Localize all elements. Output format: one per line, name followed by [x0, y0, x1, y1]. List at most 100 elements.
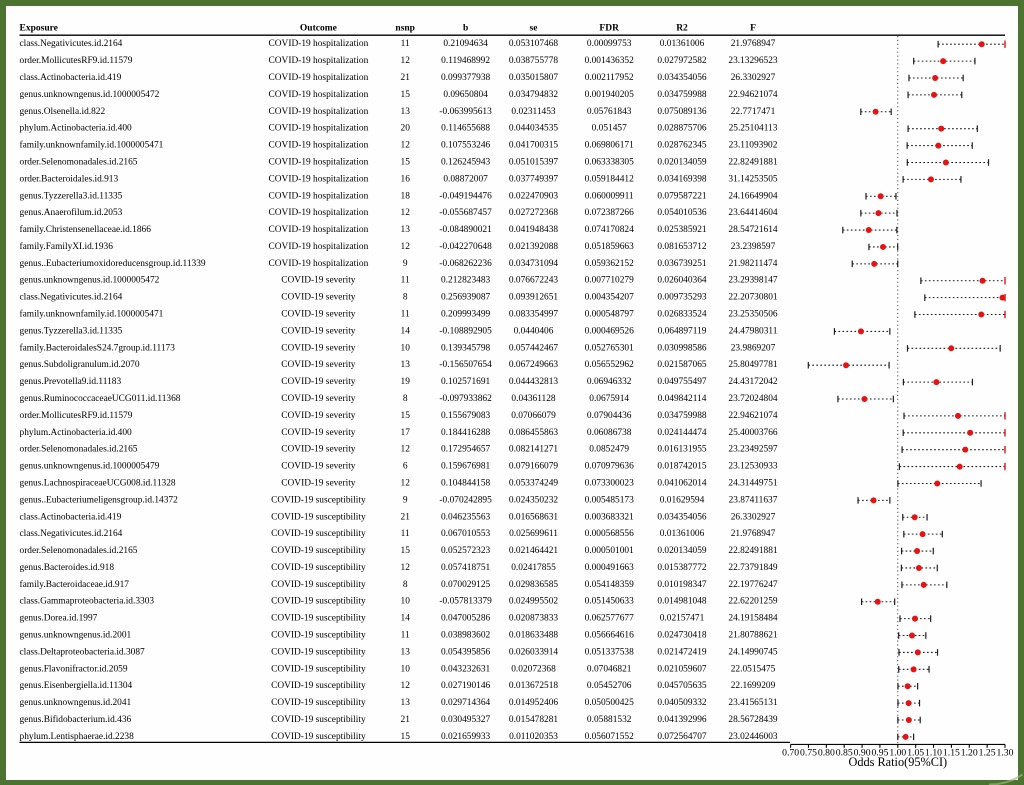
svg-text:22.73791849: 22.73791849 — [728, 563, 778, 573]
svg-text:COVID-19 hospitalization: COVID-19 hospitalization — [269, 174, 369, 184]
svg-text:0.01629594: 0.01629594 — [660, 495, 705, 505]
svg-text:0.059184412: 0.059184412 — [585, 174, 635, 184]
svg-text:0.051015397: 0.051015397 — [509, 157, 559, 167]
svg-text:0.036739251: 0.036739251 — [657, 259, 707, 269]
svg-text:0.172954657: 0.172954657 — [441, 445, 491, 455]
svg-text:0.064897119: 0.064897119 — [658, 326, 707, 336]
svg-text:phylum.Lentisphaerae.id.2238: phylum.Lentisphaerae.id.2238 — [20, 732, 135, 742]
svg-text:9: 9 — [403, 495, 408, 505]
svg-text:1.15: 1.15 — [943, 747, 960, 758]
svg-text:12: 12 — [401, 681, 411, 691]
svg-text:Odds Ratio(95%CI): Odds Ratio(95%CI) — [848, 755, 947, 769]
svg-text:0.056664616: 0.056664616 — [585, 631, 635, 641]
svg-text:28.56728439: 28.56728439 — [728, 715, 778, 725]
svg-text:COVID-19 susceptibility: COVID-19 susceptibility — [271, 631, 366, 641]
svg-text:0.026833524: 0.026833524 — [657, 310, 707, 320]
svg-text:0.016131955: 0.016131955 — [657, 445, 707, 455]
svg-text:0.119468992: 0.119468992 — [441, 56, 490, 66]
svg-text:0.037749397: 0.037749397 — [509, 174, 559, 184]
svg-text:1.05: 1.05 — [907, 747, 924, 758]
svg-text:0.076672243: 0.076672243 — [509, 276, 559, 286]
svg-text:0.209993499: 0.209993499 — [441, 310, 491, 320]
svg-text:0.030998586: 0.030998586 — [657, 343, 707, 353]
svg-text:0.107553246: 0.107553246 — [441, 141, 491, 151]
svg-text:22.19776247: 22.19776247 — [728, 580, 778, 590]
svg-text:0.079587221: 0.079587221 — [657, 191, 707, 201]
svg-text:0.070029125: 0.070029125 — [441, 580, 491, 590]
svg-text:21.98211474: 21.98211474 — [729, 259, 778, 269]
svg-text:23.11093902: 23.11093902 — [729, 141, 778, 151]
svg-text:0.041392996: 0.041392996 — [657, 715, 707, 725]
svg-text:0.000491663: 0.000491663 — [585, 563, 635, 573]
svg-text:COVID-19 severity: COVID-19 severity — [281, 310, 356, 320]
svg-text:0.028762345: 0.028762345 — [657, 141, 707, 151]
svg-text:8: 8 — [403, 394, 408, 404]
svg-text:COVID-19 susceptibility: COVID-19 susceptibility — [271, 664, 366, 674]
svg-text:0.034169398: 0.034169398 — [657, 174, 707, 184]
svg-text:0.01361006: 0.01361006 — [660, 39, 705, 49]
svg-text:0.029836585: 0.029836585 — [509, 580, 559, 590]
svg-text:25.40003766: 25.40003766 — [728, 428, 778, 438]
svg-text:13: 13 — [401, 698, 411, 708]
svg-text:COVID-19 susceptibility: COVID-19 susceptibility — [271, 681, 366, 691]
svg-text:COVID-19 severity: COVID-19 severity — [281, 394, 356, 404]
svg-text:0.051450633: 0.051450633 — [585, 597, 635, 607]
svg-text:12: 12 — [401, 208, 411, 218]
svg-text:11: 11 — [401, 39, 410, 49]
svg-text:genus.Flavonifractor.id.2059: genus.Flavonifractor.id.2059 — [20, 663, 128, 674]
svg-text:0.030495327: 0.030495327 — [441, 715, 491, 725]
svg-text:13: 13 — [401, 107, 411, 117]
svg-text:0.002117952: 0.002117952 — [585, 73, 634, 83]
svg-text:COVID-19 hospitalization: COVID-19 hospitalization — [269, 56, 369, 66]
svg-text:1.10: 1.10 — [925, 747, 942, 758]
svg-text:11: 11 — [401, 631, 410, 641]
svg-text:0.70: 0.70 — [782, 747, 799, 758]
svg-text:0.083354997: 0.083354997 — [509, 310, 559, 320]
svg-text:23.64414604: 23.64414604 — [728, 208, 778, 218]
svg-text:0.005485173: 0.005485173 — [585, 495, 635, 505]
svg-text:0.073300023: 0.073300023 — [585, 478, 635, 488]
svg-text:0.041948438: 0.041948438 — [509, 225, 559, 235]
svg-text:0.051457: 0.051457 — [592, 124, 627, 134]
svg-text:0.001940205: 0.001940205 — [585, 90, 635, 100]
svg-text:24.47980311: 24.47980311 — [729, 326, 778, 336]
svg-text:13: 13 — [401, 225, 411, 235]
svg-text:0.079166079: 0.079166079 — [509, 462, 559, 472]
svg-text:COVID-19 hospitalization: COVID-19 hospitalization — [269, 90, 369, 100]
svg-text:0.026033914: 0.026033914 — [509, 647, 559, 657]
svg-text:COVID-19 severity: COVID-19 severity — [281, 326, 356, 336]
svg-text:genus.unknowngenus.id.10000054: genus.unknowngenus.id.1000005479 — [20, 462, 160, 472]
svg-text:24.43172042: 24.43172042 — [728, 377, 778, 387]
svg-text:0.041062014: 0.041062014 — [657, 478, 707, 488]
svg-text:COVID-19 susceptibility: COVID-19 susceptibility — [271, 495, 366, 505]
svg-text:genus.Anaerofilum.id.2053: genus.Anaerofilum.id.2053 — [20, 207, 123, 218]
svg-text:COVID-19 severity: COVID-19 severity — [281, 276, 356, 286]
svg-text:0.126245943: 0.126245943 — [441, 157, 491, 167]
svg-text:0.050500425: 0.050500425 — [585, 698, 635, 708]
svg-text:COVID-19 hospitalization: COVID-19 hospitalization — [269, 39, 369, 49]
svg-text:order.Selenomonadales.id.2165: order.Selenomonadales.id.2165 — [20, 157, 138, 167]
svg-text:0.013672518: 0.013672518 — [509, 681, 559, 691]
svg-text:0.024730418: 0.024730418 — [657, 631, 707, 641]
svg-text:0.072564707: 0.072564707 — [657, 732, 707, 742]
svg-text:0.000501001: 0.000501001 — [585, 546, 635, 556]
svg-text:Exposure: Exposure — [20, 24, 58, 34]
svg-text:COVID-19 severity: COVID-19 severity — [281, 478, 356, 488]
svg-text:0.034759988: 0.034759988 — [657, 90, 707, 100]
svg-text:0.024995502: 0.024995502 — [509, 597, 559, 607]
svg-text:22.82491881: 22.82491881 — [728, 546, 778, 556]
svg-text:1.25: 1.25 — [979, 747, 996, 758]
svg-text:-0.055687457: -0.055687457 — [439, 208, 492, 218]
svg-text:12: 12 — [401, 141, 411, 151]
svg-text:23.02446003: 23.02446003 — [728, 732, 778, 742]
svg-text:26.3302927: 26.3302927 — [731, 512, 776, 522]
svg-text:0.046235563: 0.046235563 — [441, 512, 491, 522]
svg-text:0.014981048: 0.014981048 — [657, 597, 707, 607]
svg-text:class.Negativicutes.id.2164: class.Negativicutes.id.2164 — [20, 529, 123, 539]
svg-text:genus..Eubacteriumeligensgroup: genus..Eubacteriumeligensgroup.id.14372 — [20, 495, 179, 505]
svg-text:COVID-19 susceptibility: COVID-19 susceptibility — [271, 647, 366, 657]
svg-text:0.007710279: 0.007710279 — [585, 276, 635, 286]
svg-text:0.054148359: 0.054148359 — [585, 580, 635, 590]
svg-text:0.043232631: 0.043232631 — [441, 664, 491, 674]
svg-text:0.029714364: 0.029714364 — [441, 698, 491, 708]
